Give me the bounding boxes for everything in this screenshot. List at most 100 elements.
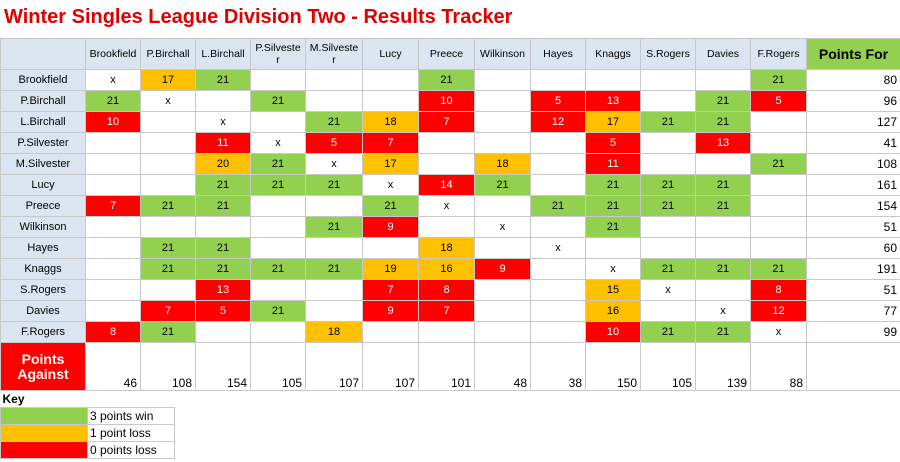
score-cell: 21 [695,195,751,217]
score-cell [530,216,586,238]
score-cell [140,111,196,133]
score-cell: 10 [85,111,141,133]
score-cell [695,216,751,238]
score-cell: 21 [195,237,251,259]
score-cell [250,279,306,301]
row-label: L.Birchall [0,111,86,133]
score-cell: 21 [305,111,363,133]
score-cell: 21 [250,90,306,112]
score-cell: 21 [585,216,641,238]
score-cell [85,300,141,322]
score-cell: 21 [195,174,251,196]
score-cell: 13 [695,132,751,154]
key-title: Key [2,392,25,406]
score-cell [750,132,807,154]
row-label: Hayes [0,237,86,259]
score-cell [474,195,531,217]
score-cell: 21 [695,90,751,112]
score-cell: 10 [585,321,641,343]
key-label: 0 points loss [87,441,175,459]
score-cell [474,300,531,322]
points-against: 107 [305,342,363,391]
score-cell [474,321,531,343]
score-cell [250,237,306,259]
score-cell [305,237,363,259]
score-cell: 14 [418,174,475,196]
points-for: 127 [806,111,900,133]
points-for-header: Points For [806,38,900,70]
score-cell: 18 [362,111,419,133]
score-cell [250,216,306,238]
score-cell: 21 [140,258,196,280]
score-cell: x [695,300,751,322]
score-cell [585,237,641,259]
column-header: Wilkinson [474,38,531,70]
score-cell: 21 [695,111,751,133]
row-label: S.Rogers [0,279,86,301]
score-cell: 21 [250,300,306,322]
score-cell: 12 [530,111,586,133]
column-header: S.Rogers [640,38,696,70]
key-label: 1 point loss [87,424,175,442]
column-header: Preece [418,38,475,70]
player-row: Hayes 21 21 18 x 60 [0,237,900,259]
points-against: 88 [750,342,807,391]
score-cell: x [305,153,363,175]
score-cell: 21 [474,174,531,196]
score-cell [695,237,751,259]
score-cell [640,300,696,322]
score-cell: 9 [362,300,419,322]
score-cell: x [585,258,641,280]
player-row: L.Birchall 10 x 21 18 7 12 17 21 21 127 [0,111,900,133]
score-cell: 21 [695,174,751,196]
score-cell: 20 [195,153,251,175]
column-header: Knaggs [585,38,641,70]
points-for: 51 [806,216,900,238]
score-cell: 9 [474,258,531,280]
score-cell: 9 [362,216,419,238]
score-cell [750,174,807,196]
score-cell: 21 [250,258,306,280]
score-cell [474,279,531,301]
player-row: M.Silvester 20 21 x 17 18 11 21 108 [0,153,900,175]
score-cell: x [750,321,807,343]
key-swatch [0,441,88,459]
score-cell [85,153,141,175]
row-label: Preece [0,195,86,217]
score-cell: 19 [362,258,419,280]
score-cell [695,153,751,175]
key-title-row: Key [1,391,175,408]
score-cell [362,321,419,343]
player-row: P.Silvester 11 x 5 7 5 13 41 [0,132,900,154]
score-cell: 18 [474,153,531,175]
points-for: 51 [806,279,900,301]
score-cell: 7 [418,300,475,322]
score-cell: 21 [195,258,251,280]
player-row: Davies 7 5 21 9 7 16 x 12 77 [0,300,900,322]
score-cell [362,237,419,259]
score-cell: 21 [140,195,196,217]
score-cell: 5 [750,90,807,112]
points-against: 46 [85,342,141,391]
score-cell [140,132,196,154]
score-cell [140,153,196,175]
results-table: Brookfield P.Birchall L.Birchall P.Silveste… [0,38,900,391]
player-row: Brookfield x 17 21 21 21 80 [0,69,900,91]
score-cell [250,195,306,217]
score-cell [418,216,475,238]
score-cell: 8 [750,279,807,301]
points-against: 107 [362,342,419,391]
score-cell: 21 [140,321,196,343]
score-cell: 18 [418,237,475,259]
score-cell [585,69,641,91]
score-cell: 17 [140,69,196,91]
score-cell [195,90,251,112]
score-cell: 21 [530,195,586,217]
player-row: Knaggs 21 21 21 21 19 16 9 x 21 21 21 191 [0,258,900,280]
score-cell [640,216,696,238]
score-cell [250,321,306,343]
key-swatch [0,424,88,442]
row-label: F.Rogers [0,321,86,343]
score-cell [640,69,696,91]
score-cell: 21 [750,258,807,280]
